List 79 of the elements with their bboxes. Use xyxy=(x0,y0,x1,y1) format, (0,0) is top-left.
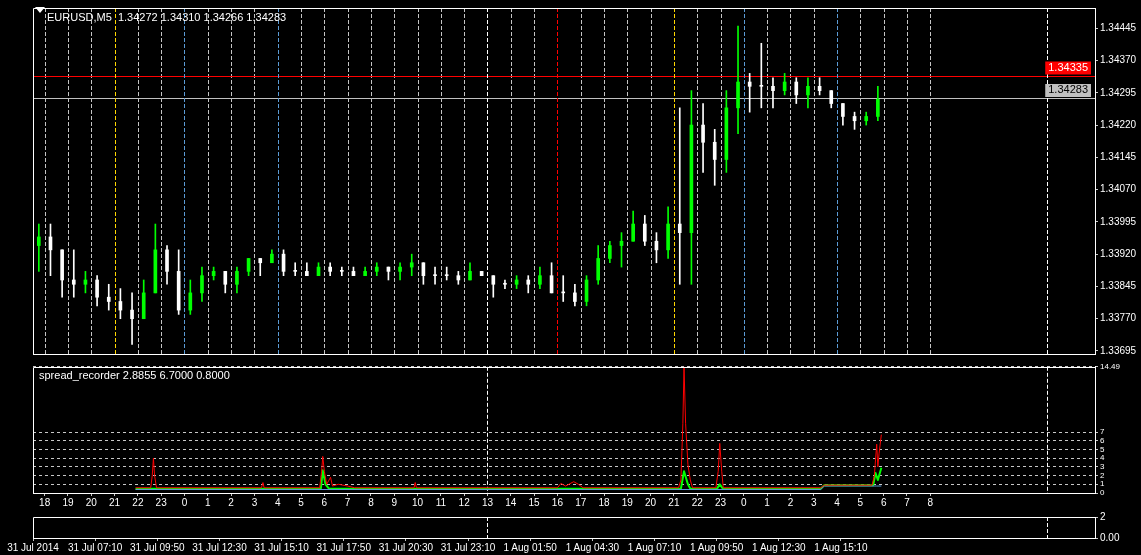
y-tick-label: 2 xyxy=(1100,470,1105,480)
x-tick-label: 31 Jul 17:50 xyxy=(316,541,372,553)
x-tick-label: 19 xyxy=(621,496,634,508)
x-tick-label: 22 xyxy=(132,496,144,508)
x-tick-label: 1 xyxy=(205,496,212,508)
x-tick-label: 13 xyxy=(481,496,494,508)
y-tick-label: 1.34220 xyxy=(1100,118,1137,130)
x-tick-label: 23 xyxy=(155,496,168,508)
x-tick-label: 31 Jul 12:30 xyxy=(192,541,248,553)
ref-line-label: 1.34335 xyxy=(1048,61,1088,74)
x-tick-label: 31 Jul 07:10 xyxy=(67,541,123,553)
x-tick-label: 16 xyxy=(551,496,564,508)
x-tick-label: 22 xyxy=(691,496,704,508)
ref-line-label: 1.34283 xyxy=(1048,83,1088,96)
x-tick-label: 1 xyxy=(764,496,771,508)
x-tick-label: 1 Aug 01:50 xyxy=(503,541,558,553)
x-tick-label: 18 xyxy=(39,496,51,508)
x-tick-label: 8 xyxy=(368,496,375,508)
x-tick-label: 21 xyxy=(109,496,121,508)
x-tick-label: 6 xyxy=(880,496,887,508)
y-tick-label: 1.33920 xyxy=(1100,247,1137,259)
x-tick-label: 15 xyxy=(528,496,541,508)
x-tick-label: 7 xyxy=(344,496,351,508)
x-tick-label: 31 Jul 2014 xyxy=(7,541,60,553)
y-tick-label: 1.33845 xyxy=(1100,280,1137,292)
chart-title: spread_recorder 2.8855 6.7000 0.8000 xyxy=(39,369,230,382)
y-tick-label: 1.33695 xyxy=(1100,344,1137,356)
x-tick-label: 11 xyxy=(435,496,447,508)
y-tick-label: 7 xyxy=(1100,427,1105,437)
x-tick-label: 31 Jul 09:50 xyxy=(130,541,185,553)
x-tick-label: 5 xyxy=(298,496,305,508)
y-tick-label: 5 xyxy=(1100,444,1105,454)
x-tick-label: 21 xyxy=(668,496,680,508)
x-tick-label: 0 xyxy=(181,496,188,508)
x-tick-label: 3 xyxy=(810,496,817,508)
x-tick-label: 8 xyxy=(927,496,934,508)
x-tick-label: 3 xyxy=(251,496,258,508)
x-tick-label: 31 Jul 20:30 xyxy=(378,541,434,553)
x-tick-label: 20 xyxy=(645,496,657,508)
x-tick-label: 4 xyxy=(834,496,841,508)
y-tick-label: 6 xyxy=(1100,435,1105,445)
x-tick-label: 1 Aug 12:30 xyxy=(752,541,806,553)
x-tick-label: 23 xyxy=(714,496,727,508)
y-tick-label: 1.33995 xyxy=(1100,215,1137,227)
x-tick-label: 17 xyxy=(575,496,587,508)
y-tick-label: 1.33770 xyxy=(1100,312,1137,324)
x-tick-label: 19 xyxy=(62,496,74,508)
x-tick-label: 4 xyxy=(274,496,281,508)
y-tick-label: 1.34070 xyxy=(1100,183,1137,195)
x-tick-label: 1 Aug 04:30 xyxy=(565,541,620,553)
x-tick-label: 7 xyxy=(904,496,911,508)
y-tick-label: 1.34295 xyxy=(1100,86,1137,98)
x-tick-label: 1 Aug 15:10 xyxy=(814,541,869,553)
x-tick-label: 2 xyxy=(228,496,235,508)
x-tick-label: 18 xyxy=(598,496,611,508)
x-tick-label: 6 xyxy=(321,496,328,508)
x-tick-label: 10 xyxy=(411,496,424,508)
x-tick-label: 14 xyxy=(505,496,517,508)
y-tick-label: 4 xyxy=(1100,453,1105,463)
y-tick-label: 1.34370 xyxy=(1100,54,1137,66)
y-tick-label: 14.49 xyxy=(1100,362,1121,371)
y-tick-label: 1 xyxy=(1100,479,1105,489)
y-tick-label: 0 xyxy=(1100,488,1105,498)
y-tick-label: 3 xyxy=(1100,462,1105,472)
x-tick-label: 1 Aug 07:10 xyxy=(627,541,682,553)
x-tick-label: 12 xyxy=(458,496,471,508)
y-tick-label: 2 xyxy=(1100,510,1106,522)
y-tick-label: 1.34145 xyxy=(1100,151,1137,163)
x-tick-label: 9 xyxy=(391,496,398,508)
x-tick-label: 20 xyxy=(85,496,98,508)
x-tick-label: 5 xyxy=(857,496,864,508)
x-tick-label: 0 xyxy=(741,496,748,508)
x-tick-label: 2 xyxy=(787,496,794,508)
x-tick-label: 31 Jul 23:10 xyxy=(440,541,496,553)
y-tick-label: 1.34445 xyxy=(1100,21,1137,33)
x-tick-label: 1 Aug 09:50 xyxy=(689,541,744,553)
y-tick-label: 0.00 xyxy=(1100,531,1120,543)
x-tick-label: 31 Jul 15:10 xyxy=(254,541,310,553)
chart-title: EURUSD,M5 1.34272 1.34310 1.34266 1.34283 xyxy=(47,10,287,23)
